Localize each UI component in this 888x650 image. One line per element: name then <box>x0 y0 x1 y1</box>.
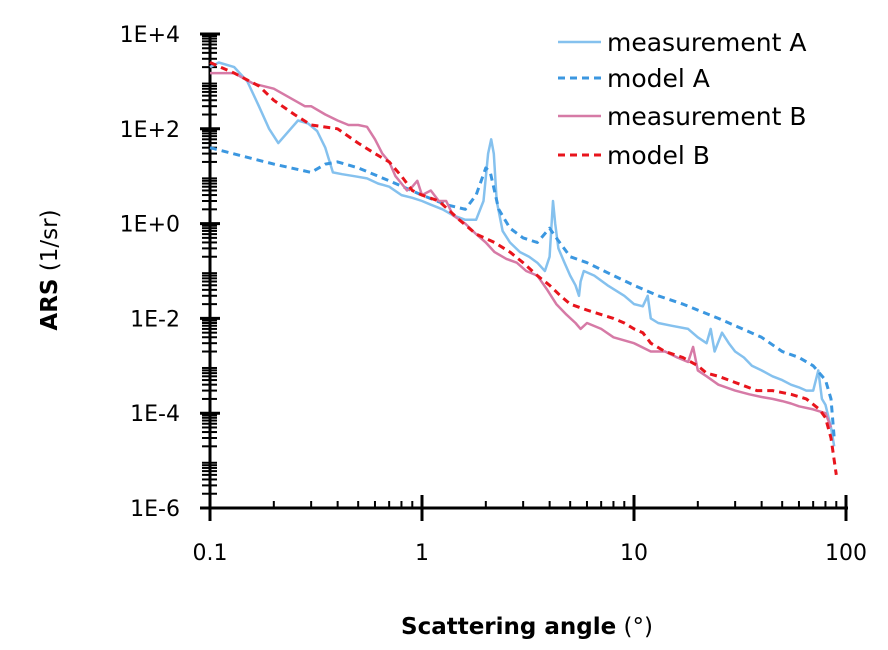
series-line-measurement-B <box>210 71 833 428</box>
y-tick-label: 1E-2 <box>130 307 180 332</box>
series-layer <box>209 61 838 476</box>
y-tick-label: 1E+4 <box>120 23 180 48</box>
x-tick-label: 1 <box>415 541 429 566</box>
legend-label: measurement A <box>607 28 806 57</box>
y-axis-title-space <box>37 271 63 278</box>
y-tick-label: 1E+2 <box>120 118 180 143</box>
x-tick-label: 100 <box>825 541 867 566</box>
legend-label: measurement B <box>607 102 807 131</box>
y-major-ticks: 1E+4 1E+2 1E+0 1E-2 1E-4 1E-6 <box>120 23 220 522</box>
x-tick-label: 0.1 <box>193 541 228 566</box>
series-line-model-A <box>209 146 836 439</box>
legend-label: model A <box>607 64 710 93</box>
x-axis-title-unit: (°) <box>624 614 653 640</box>
y-minor-ticks <box>202 35 217 495</box>
x-minor-ticks <box>272 501 838 508</box>
legend: measurement A model A measurement B model B <box>558 28 807 170</box>
legend-label: model B <box>607 141 710 170</box>
y-axis-title-unit: (1/sr) <box>37 209 63 271</box>
y-axis-title: ARS (1/sr) <box>37 209 63 330</box>
x-axis-title: Scattering angle (°) <box>401 614 653 640</box>
y-tick-label: 1E+0 <box>120 213 180 238</box>
x-axis-title-main: Scattering angle <box>401 614 616 640</box>
x-major-ticks: 0.1 1 10 100 <box>193 495 867 566</box>
y-tick-label: 1E-4 <box>130 402 180 427</box>
y-tick-label: 1E-6 <box>130 497 180 522</box>
x-axis-title-space <box>616 614 623 640</box>
x-tick-label: 10 <box>620 541 648 566</box>
axes: 1E+4 1E+2 1E+0 1E-2 1E-4 1E-6 0.1 1 10 100 <box>120 23 867 566</box>
series-line-measurement-A <box>209 61 836 447</box>
y-axis-title-main: ARS <box>37 279 63 331</box>
